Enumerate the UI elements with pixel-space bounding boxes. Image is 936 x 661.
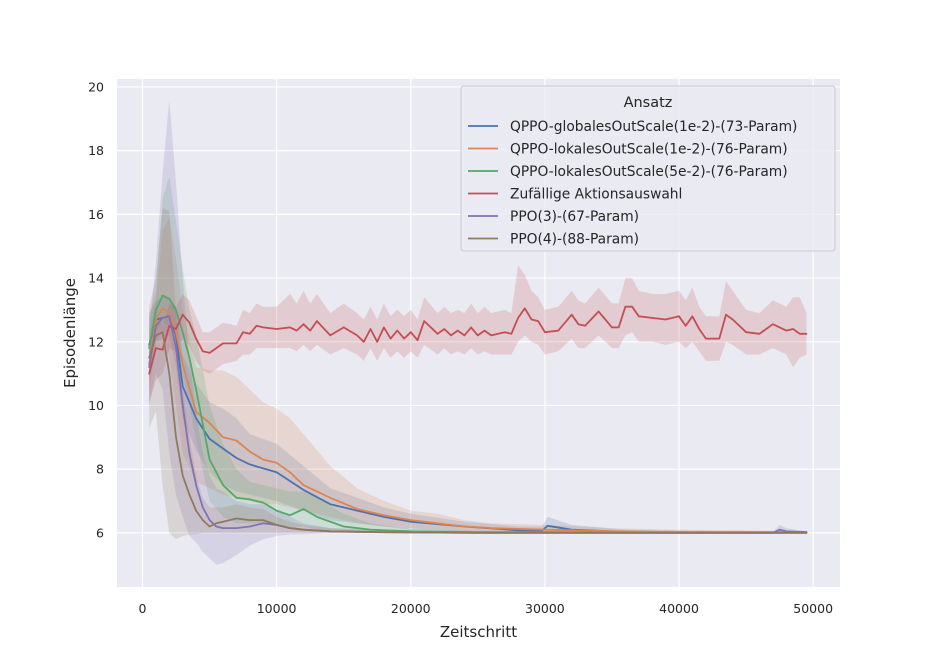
- x-tick-label: 20000: [391, 601, 431, 616]
- y-tick-label: 12: [88, 334, 104, 349]
- series-line-3: [148, 305, 808, 375]
- legend-title: Ansatz: [624, 95, 673, 111]
- legend-entry-0: QPPO-globalesOutScale(1e-2)-(73-Param): [510, 119, 797, 135]
- x-tick-label: 10000: [257, 601, 297, 616]
- y-axis-ticks: 6 8 10 12 14 16 18 20: [88, 79, 104, 540]
- x-tick-label: 40000: [659, 601, 699, 616]
- legend-entry-3: Zufällige Aktionsauswahl: [510, 187, 682, 203]
- legend-entry-4: PPO(3)-(67-Param): [510, 209, 639, 225]
- confidence-bands: [149, 99, 807, 565]
- y-tick-label: 14: [88, 271, 104, 286]
- x-tick-label: 50000: [793, 601, 833, 616]
- legend: Ansatz QPPO-globalesOutScale(1e-2)-(73-P…: [460, 85, 836, 252]
- y-tick-label: 16: [88, 207, 104, 222]
- legend-entry-5: PPO(4)-(88-Param): [510, 232, 639, 248]
- x-tick-label: 30000: [525, 601, 565, 616]
- x-tick-label: 0: [139, 601, 147, 616]
- x-axis-ticks: 0 10000 20000 30000 40000 50000: [139, 601, 834, 616]
- series-band-3: [149, 265, 807, 403]
- legend-entry-2: QPPO-lokalesOutScale(5e-2)-(76-Param): [510, 164, 788, 180]
- y-tick-label: 8: [96, 462, 104, 477]
- series-band-1: [149, 217, 807, 533]
- series-line-1: [148, 307, 808, 534]
- series-line-2: [148, 294, 808, 534]
- y-tick-label: 18: [88, 143, 104, 158]
- legend-entry-1: QPPO-lokalesOutScale(1e-2)-(76-Param): [510, 142, 788, 158]
- series-band-2: [149, 176, 807, 533]
- legend-frame: [460, 85, 836, 252]
- y-tick-label: 20: [88, 79, 104, 94]
- y-tick-label: 10: [88, 398, 104, 413]
- y-axis-label: Episodenlänge: [61, 278, 79, 388]
- series-line-5: [148, 331, 808, 534]
- y-tick-label: 6: [96, 525, 104, 540]
- series-band-4: [149, 99, 807, 565]
- x-axis-label: Zeitschritt: [440, 623, 517, 641]
- series-lines: [148, 294, 808, 534]
